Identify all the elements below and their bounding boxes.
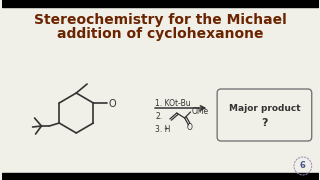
Text: O: O — [108, 99, 116, 109]
Text: O: O — [187, 123, 193, 132]
Text: addition of cyclohexanone: addition of cyclohexanone — [57, 27, 263, 41]
Text: 3. H: 3. H — [155, 125, 171, 134]
Text: 1. KOt-Bu: 1. KOt-Bu — [155, 98, 191, 107]
FancyBboxPatch shape — [217, 89, 312, 141]
Text: 6: 6 — [300, 161, 306, 170]
Text: 2.: 2. — [155, 111, 162, 120]
Text: ?: ? — [261, 118, 268, 128]
Text: OMe: OMe — [192, 107, 209, 116]
Text: Stereochemistry for the Michael: Stereochemistry for the Michael — [34, 13, 286, 27]
Text: +: + — [164, 125, 168, 130]
Text: Major product: Major product — [228, 103, 300, 112]
